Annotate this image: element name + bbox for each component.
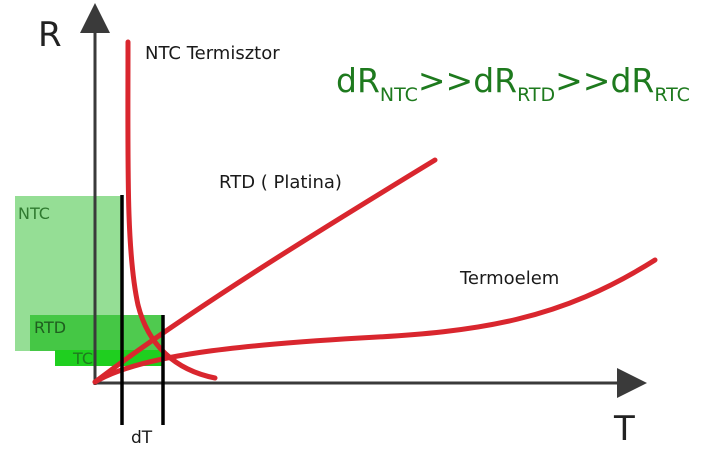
dt-label: dT [131, 428, 153, 448]
ntc-curve [125, 39, 218, 381]
rtd-box-label: RTD [34, 318, 66, 337]
rtd-curve-label: RTD ( Platina) [219, 172, 342, 193]
tc-curve-label: Termoelem [459, 268, 559, 289]
ntc-box-label: NTC [18, 204, 50, 223]
ntc-curve-label: NTC Termisztor [145, 43, 280, 64]
tc-curve [92, 257, 658, 385]
rtd-curve [92, 157, 438, 385]
formula: dRNTC>>dRRTD>>dRRTC [336, 61, 690, 106]
y-axis-label: R [38, 15, 62, 55]
x-axis-label: T [613, 409, 635, 449]
tc-box-label: TC [72, 349, 93, 368]
